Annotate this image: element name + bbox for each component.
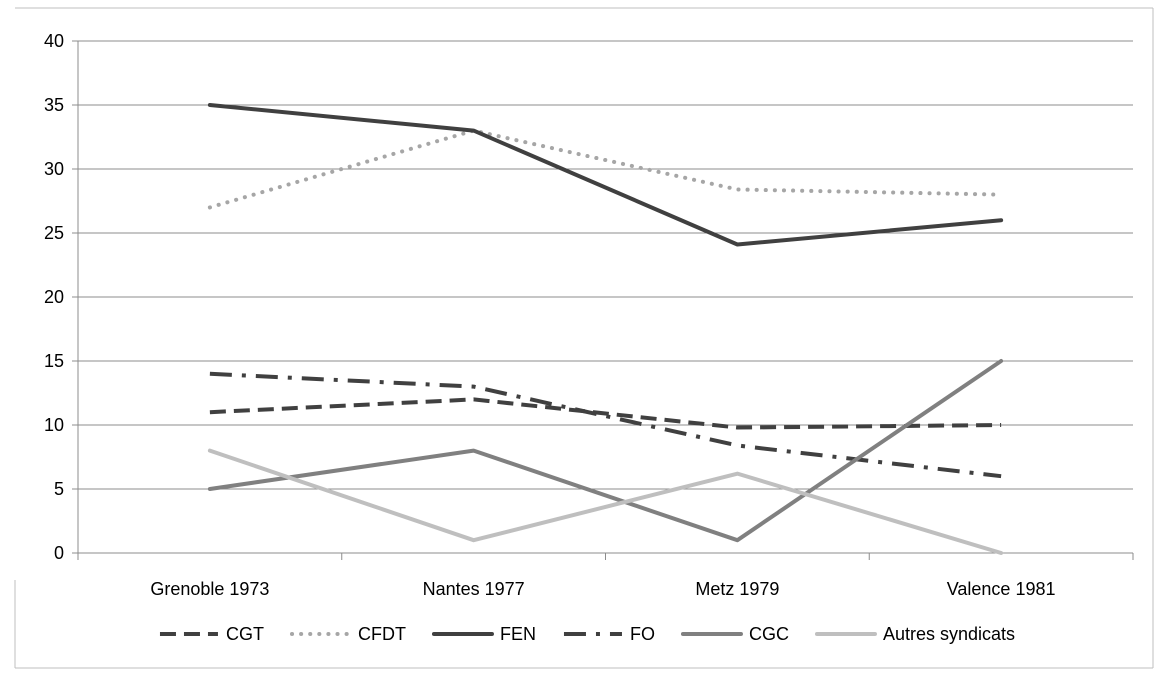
- series-line-cfdt: [207, 128, 1004, 210]
- legend-label-fo: FO: [630, 624, 655, 644]
- x-tick-label-metz-1979: Metz 1979: [695, 579, 779, 599]
- series-line-cgc: [207, 359, 1004, 543]
- x-tick-label-nantes-1977: Nantes 1977: [423, 579, 525, 599]
- legend-label-fen: FEN: [500, 624, 536, 644]
- y-tick-label-35: 35: [44, 95, 64, 115]
- y-tick-label-40: 40: [44, 31, 64, 51]
- legend: CGT CFDT FEN FO CGC Autres syndicats: [159, 624, 1015, 644]
- series-line-autres-syndicats: [207, 448, 1004, 555]
- series-lines: [207, 103, 1004, 555]
- chart-frame: [14, 7, 1154, 669]
- series-line-cgt: [209, 397, 1002, 430]
- legend-label-cgc: CGC: [749, 624, 789, 644]
- x-tick-labels: Grenoble 1973 Nantes 1977 Metz 1979 Valence…: [150, 579, 1055, 599]
- y-tick-label-5: 5: [54, 479, 64, 499]
- legend-label-cgt: CGT: [226, 624, 264, 644]
- series-line-fen: [207, 103, 1004, 247]
- y-tick-labels: 0 5 10 15 20 25 30 35 40: [44, 31, 64, 563]
- y-tick-label-10: 10: [44, 415, 64, 435]
- y-tick-label-0: 0: [54, 543, 64, 563]
- x-tick-label-valence-1981: Valence 1981: [947, 579, 1056, 599]
- y-tick-label-15: 15: [44, 351, 64, 371]
- legend-label-cfdt: CFDT: [358, 624, 406, 644]
- y-tick-label-25: 25: [44, 223, 64, 243]
- gridlines: [72, 40, 1133, 554]
- y-tick-label-30: 30: [44, 159, 64, 179]
- axes: [77, 41, 1134, 560]
- y-tick-label-20: 20: [44, 287, 64, 307]
- legend-label-autres-syndicats: Autres syndicats: [883, 624, 1015, 644]
- x-tick-label-grenoble-1973: Grenoble 1973: [150, 579, 269, 599]
